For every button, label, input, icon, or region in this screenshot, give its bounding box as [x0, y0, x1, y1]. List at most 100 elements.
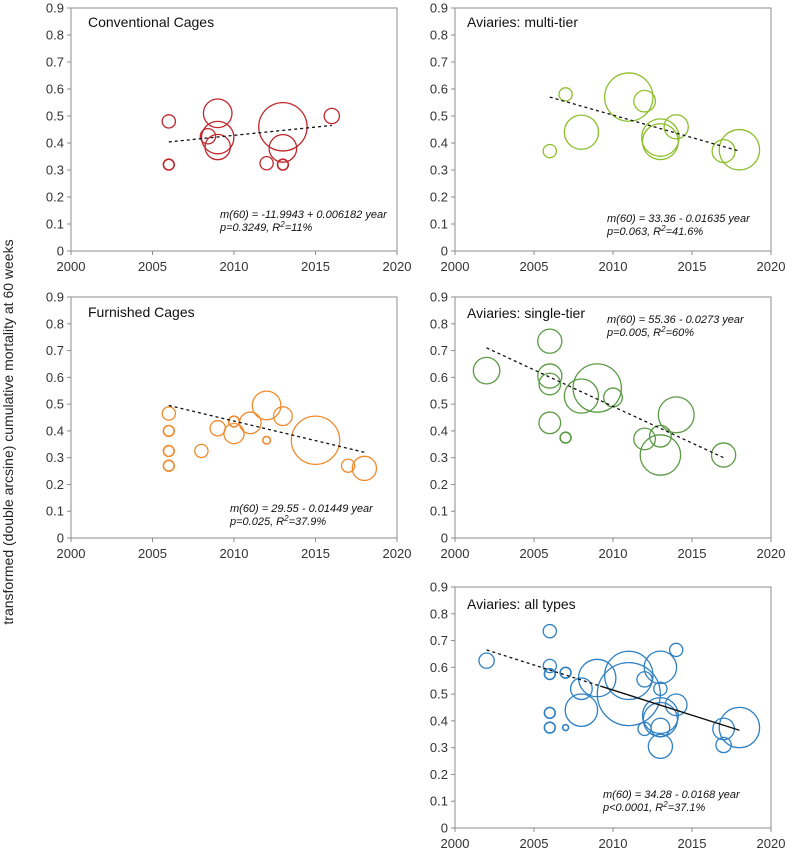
- data-point: [340, 458, 356, 473]
- data-point: [290, 415, 341, 466]
- x-tick-label: 2010: [599, 836, 628, 850]
- y-tick-label: 0.3: [46, 163, 64, 178]
- y-tick-label: 0.1: [430, 217, 448, 232]
- y-tick-label: 0.8: [430, 606, 448, 621]
- panel-title: Aviaries: multi-tier: [467, 14, 578, 30]
- trend-line: [600, 685, 740, 731]
- panel-title: Furnished Cages: [88, 304, 195, 320]
- data-point: [664, 693, 688, 717]
- regression-equation: m(60) = 55.36 - 0.0273 year: [607, 314, 745, 326]
- data-point: [161, 114, 177, 129]
- data-point: [569, 677, 593, 701]
- x-tick-label: 2015: [678, 259, 707, 274]
- data-point: [636, 671, 653, 688]
- x-tick-label: 2000: [441, 546, 470, 561]
- data-point: [351, 455, 378, 482]
- y-tick-label: 0.4: [46, 423, 64, 438]
- data-point: [161, 406, 177, 421]
- x-tick-label: 2015: [301, 259, 330, 274]
- data-point: [641, 123, 679, 161]
- data-point: [715, 736, 732, 754]
- data-point: [668, 642, 684, 658]
- x-tick-label: 2000: [57, 259, 86, 274]
- y-tick-label: 0.9: [46, 290, 64, 305]
- regression-stats: p=0.3249, R2=11%: [219, 220, 313, 234]
- y-tick-label: 0.2: [430, 477, 448, 492]
- data-point: [209, 419, 226, 437]
- data-point: [633, 427, 657, 451]
- y-tick-label: 0: [441, 531, 448, 546]
- y-tick-label: 0.5: [430, 687, 448, 702]
- data-point: [542, 143, 558, 159]
- trend-line: [168, 124, 332, 143]
- data-point: [259, 155, 274, 171]
- data-point: [272, 406, 293, 427]
- data-point: [663, 114, 689, 140]
- y-tick-label: 0.1: [430, 504, 448, 519]
- data-point: [641, 118, 680, 157]
- data-point: [227, 415, 241, 428]
- y-tick-label: 0.2: [46, 190, 64, 205]
- x-tick-label: 2000: [441, 259, 470, 274]
- y-tick-label: 0.9: [430, 580, 448, 595]
- y-tick-label: 0: [441, 244, 448, 259]
- x-tick-label: 2010: [599, 259, 628, 274]
- x-tick-label: 2000: [441, 836, 470, 850]
- data-point: [647, 733, 674, 760]
- x-tick-label: 2020: [757, 836, 786, 850]
- chart-panels: 0 0.1 0.2 0.3 0.4 0.5 0.6 0.7 0.8 0.9 2000 2005 2010…: [46, 1, 786, 850]
- y-tick-label: 0.5: [46, 397, 64, 412]
- data-point: [639, 434, 682, 476]
- data-point: [642, 701, 679, 738]
- y-tick-label: 0.7: [430, 55, 448, 70]
- x-tick-label: 2010: [220, 546, 249, 561]
- data-point: [633, 89, 657, 113]
- x-tick-label: 2020: [757, 259, 786, 274]
- regression-equation: m(60) = 29.55 - 0.01449 year: [230, 503, 374, 515]
- plot-frame: [70, 296, 398, 539]
- data-point: [542, 623, 558, 639]
- data-point: [162, 158, 176, 171]
- regression-equation: m(60) = 34.28 - 0.0168 year: [603, 789, 741, 801]
- data-point: [543, 721, 556, 734]
- trend-line: [486, 649, 601, 687]
- data-point: [276, 158, 290, 171]
- y-tick-label: 0: [57, 244, 64, 259]
- data-point: [711, 138, 736, 164]
- y-tick-label: 0.8: [430, 316, 448, 331]
- x-tick-label: 2020: [383, 546, 412, 561]
- y-tick-label: 0.1: [430, 794, 448, 809]
- y-tick-label: 0.6: [430, 660, 448, 675]
- data-point: [603, 650, 654, 701]
- data-point: [261, 435, 272, 445]
- x-tick-label: 2010: [220, 259, 249, 274]
- y-tick-label: 0.2: [430, 767, 448, 782]
- regression-stats: p=0.005, R2=60%: [606, 325, 694, 339]
- data-point: [204, 133, 232, 161]
- data-point: [478, 652, 495, 669]
- x-tick-label: 2005: [520, 259, 549, 274]
- y-tick-label: 0.6: [46, 82, 64, 97]
- data-point: [258, 102, 308, 152]
- x-tick-label: 2010: [599, 546, 628, 561]
- data-point: [543, 706, 556, 720]
- data-point: [561, 723, 570, 732]
- y-tick-label: 0.1: [46, 504, 64, 519]
- data-point: [238, 411, 262, 435]
- regression-stats: p=0.063, R2=41.6%: [606, 224, 703, 238]
- x-tick-label: 2005: [138, 259, 167, 274]
- data-point: [537, 328, 563, 354]
- data-point: [162, 444, 176, 458]
- data-point: [712, 717, 736, 741]
- y-tick-label: 0.7: [46, 55, 64, 70]
- y-tick-label: 0.8: [46, 316, 64, 331]
- data-point: [718, 128, 761, 171]
- data-point: [718, 706, 761, 749]
- regression-equation: m(60) = -11.9943 + 0.006182 year: [220, 209, 388, 221]
- data-point: [199, 127, 217, 145]
- y-tick-label: 0.5: [46, 109, 64, 124]
- y-tick-label: 0.2: [46, 477, 64, 492]
- data-point: [637, 721, 652, 737]
- data-point: [563, 378, 600, 414]
- y-tick-label: 0.6: [46, 370, 64, 385]
